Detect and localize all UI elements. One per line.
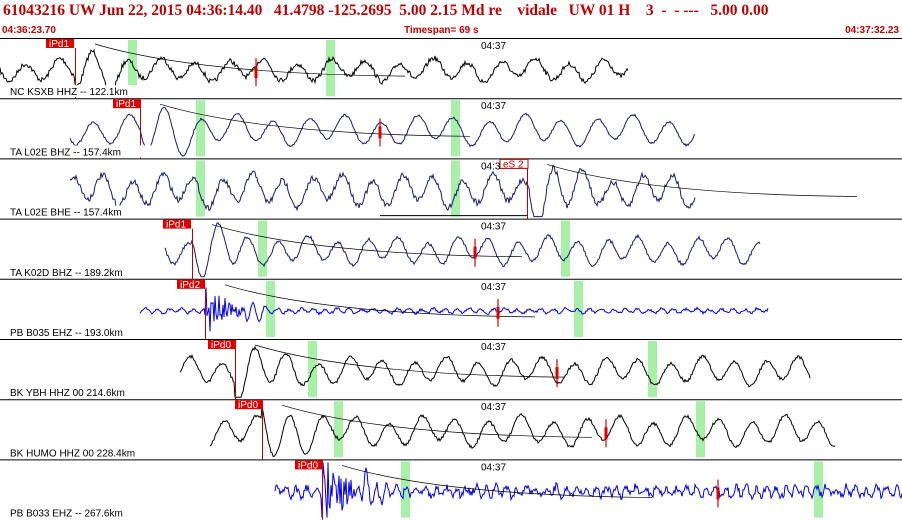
end-time: 04:37:32.23 — [845, 25, 899, 36]
arrival-mark-box — [555, 367, 559, 380]
window-highlight — [561, 220, 570, 277]
waveform — [139, 287, 769, 332]
arrival-mark-box — [496, 306, 500, 319]
trace-panel[interactable]: iPd1 04:37 TA L02E BHZ -- 157.4km — [0, 98, 902, 159]
pick-label-box[interactable] — [113, 99, 141, 109]
time-mark-label: 04:37 — [481, 282, 506, 293]
station-label[interactable]: BK HUMO HHZ 00 228.4km — [10, 448, 135, 459]
window-highlight — [196, 160, 205, 217]
pick-label: iPd0 — [211, 340, 231, 351]
arrival-mark-box — [604, 427, 608, 440]
pick-label: iPd0 — [298, 460, 318, 471]
trace-panel[interactable]: iPd0 04:37 BK HUMO HHZ 00 228.4km — [0, 399, 902, 460]
event-summary: 61043216 UW Jun 22, 2015 04:36:14.40 41.… — [3, 2, 769, 19]
waveform — [69, 106, 696, 157]
trace-panel[interactable]: iPd2 04:37 PB B035 EHZ -- 193.0km — [0, 278, 902, 339]
window-highlight — [308, 341, 317, 398]
station-label-bg — [8, 85, 158, 98]
window-highlight — [451, 100, 460, 157]
station-label[interactable]: TA L02E BHZ -- 157.4km — [10, 147, 121, 158]
station-label[interactable]: NC KSXB HHZ -- 122.1km — [10, 87, 128, 98]
trace-panel[interactable]: iPd1 04:37 NC KSXB HHZ -- 122.1km — [0, 38, 902, 99]
travel-time-curve — [254, 344, 566, 378]
trace-panel[interactable]: eS 204:3 TA L02E BHE -- 157.4km — [0, 158, 902, 219]
station-label-bg — [8, 506, 158, 519]
station-label-bg — [8, 386, 158, 399]
arrival-mark-box — [473, 246, 477, 259]
station-label[interactable]: BK YBH HHZ 00 214.6km — [10, 388, 125, 399]
window-highlight — [334, 401, 343, 458]
station-label-bg — [8, 145, 158, 158]
pick-label: iPd2 — [180, 280, 200, 291]
waveform — [164, 222, 761, 278]
timespan-label: Timespan= 69 s — [404, 25, 479, 36]
event-header: 61043216 UW Jun 22, 2015 04:36:14.40 41.… — [0, 0, 902, 38]
travel-time-curve — [159, 103, 471, 137]
window-highlight — [128, 40, 137, 97]
start-time: 04:36:23.70 — [2, 25, 56, 36]
time-mark-label: 04:3 — [481, 161, 501, 172]
time-mark-label: 04:37 — [481, 402, 506, 413]
time-mark-label: 04:37 — [481, 101, 506, 112]
time-mark-label: 04:37 — [481, 222, 506, 233]
seismogram-panels[interactable]: iPd1 04:37 NC KSXB HHZ -- 122.1km iPd1 04:37… — [0, 38, 902, 520]
station-label-bg — [8, 446, 158, 459]
station-label-bg — [8, 265, 158, 278]
pick-label-box[interactable] — [208, 340, 236, 349]
pick-label: iPd1 — [116, 99, 136, 110]
pick-label-box[interactable] — [235, 400, 263, 410]
station-label[interactable]: PB B033 EHZ -- 267.6km — [10, 509, 123, 520]
pick-label: eS 2 — [503, 159, 524, 170]
window-highlight — [648, 341, 657, 398]
travel-time-curve — [281, 404, 593, 438]
waveform — [209, 406, 836, 458]
trace-panel[interactable]: iPd1 04:37 TA K02D BHZ -- 189.2km — [0, 218, 902, 279]
pick-label-box[interactable] — [163, 219, 191, 229]
window-highlight — [258, 220, 267, 277]
travel-time-curve — [341, 465, 653, 498]
arrival-mark-box — [378, 126, 382, 139]
station-label[interactable]: TA L02E BHE -- 157.4km — [10, 208, 122, 219]
travel-time-curve — [211, 224, 523, 258]
pick-label: iPd1 — [166, 220, 186, 231]
trace-panel[interactable]: iPd0 04:37 BK YBH HHZ 00 214.6km — [0, 339, 902, 400]
time-mark-label: 04:37 — [481, 342, 506, 353]
window-highlight — [196, 100, 205, 157]
arrival-mark-box — [716, 487, 720, 500]
pick-label-box[interactable] — [295, 460, 323, 470]
station-label-bg — [8, 326, 158, 338]
station-label-bg — [8, 205, 158, 218]
waveform — [179, 345, 811, 398]
window-highlight — [326, 40, 335, 97]
trace-panel[interactable]: iPd0 04:37 PB B033 EHZ -- 267.6km — [0, 459, 902, 520]
pick-label-box[interactable] — [499, 158, 529, 169]
time-mark-label: 04:37 — [481, 462, 506, 473]
time-mark-label: 04:37 — [481, 41, 506, 52]
travel-time-curve — [94, 43, 406, 77]
travel-time-curve — [224, 284, 536, 318]
station-label[interactable]: PB B035 EHZ -- 193.0km — [10, 328, 123, 339]
pick-label-box[interactable] — [46, 39, 74, 48]
window-highlight — [696, 401, 705, 458]
waveform — [0, 48, 629, 95]
pick-label: iPd1 — [49, 39, 69, 50]
travel-time-curve — [546, 164, 858, 197]
window-highlight — [266, 280, 275, 337]
pick-label-box[interactable] — [177, 279, 205, 289]
waveform — [274, 462, 902, 518]
waveform — [69, 164, 696, 218]
pick-label: iPd0 — [238, 400, 258, 411]
arrival-mark-box — [254, 66, 258, 79]
station-label[interactable]: TA K02D BHZ -- 189.2km — [10, 268, 123, 279]
window-highlight — [451, 160, 460, 217]
